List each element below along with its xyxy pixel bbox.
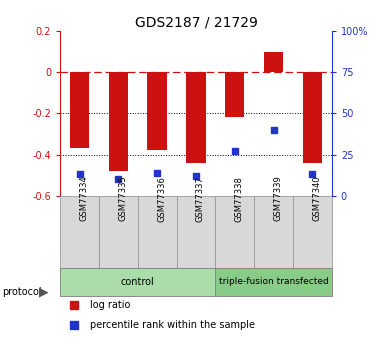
Text: GSM77338: GSM77338 (235, 176, 244, 221)
Bar (264, 52, 283, 72)
Text: GSM77340: GSM77340 (312, 176, 321, 221)
Text: triple-fusion transfected: triple-fusion transfected (219, 277, 328, 286)
Bar (177, 196, 215, 268)
Text: GSM77337: GSM77337 (196, 176, 205, 221)
Bar (215, 196, 254, 268)
Title: GDS2187 / 21729: GDS2187 / 21729 (135, 16, 257, 30)
Text: ▶: ▶ (39, 285, 48, 298)
Text: GSM77339: GSM77339 (274, 176, 282, 221)
Bar (293, 196, 332, 268)
Bar (70, 72, 89, 148)
Bar (303, 72, 322, 163)
Text: log ratio: log ratio (90, 299, 130, 309)
Bar (60, 268, 215, 296)
Text: GSM77336: GSM77336 (157, 176, 166, 221)
Text: protocol: protocol (2, 287, 42, 296)
Bar (254, 196, 293, 268)
Bar (60, 196, 99, 268)
Bar (215, 268, 332, 296)
Bar (138, 196, 177, 268)
Bar (225, 72, 244, 118)
Text: percentile rank within the sample: percentile rank within the sample (90, 320, 255, 330)
Bar (99, 196, 138, 268)
Text: control: control (121, 277, 154, 287)
Text: GSM77334: GSM77334 (80, 176, 88, 221)
Bar (109, 72, 128, 171)
Bar (186, 72, 206, 163)
Bar (147, 72, 167, 150)
Text: GSM77335: GSM77335 (118, 176, 127, 221)
